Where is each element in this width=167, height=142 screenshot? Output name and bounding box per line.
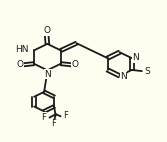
Text: O: O [43,26,50,35]
Text: O: O [16,60,23,69]
Text: F: F [51,119,56,128]
Text: S: S [145,67,151,76]
Text: N: N [132,53,139,62]
Text: HN: HN [15,45,29,54]
Text: N: N [44,70,51,79]
Text: F: F [42,113,46,122]
Text: F: F [64,111,68,120]
Text: N: N [120,72,127,81]
Text: O: O [72,60,79,69]
